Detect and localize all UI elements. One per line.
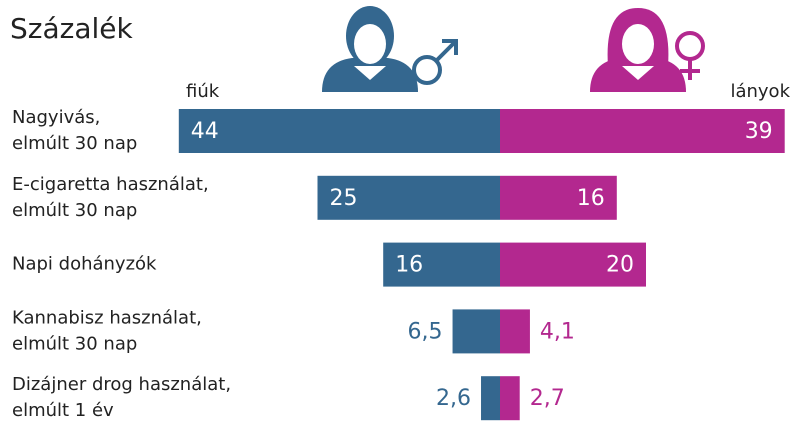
category-label: elmúlt 30 nap bbox=[12, 333, 137, 354]
bar bbox=[383, 242, 500, 287]
value-label: 6,5 bbox=[408, 319, 443, 344]
bar bbox=[500, 109, 785, 153]
category-label: Kannabisz használat, bbox=[12, 307, 202, 328]
bar bbox=[481, 376, 500, 421]
female-icon bbox=[590, 8, 686, 92]
female-symbol bbox=[675, 31, 705, 80]
bar bbox=[500, 175, 617, 220]
legend-left: fiúk bbox=[186, 81, 220, 102]
chart-title: Százalék bbox=[10, 12, 133, 45]
value-label: 4,1 bbox=[540, 319, 575, 344]
value-label: 16 bbox=[577, 186, 605, 211]
value-label: 2,6 bbox=[436, 386, 471, 411]
bar bbox=[500, 309, 530, 354]
category-label: Dizájner drog használat, bbox=[12, 374, 231, 395]
bar bbox=[178, 109, 501, 153]
category-label: E-cigaretta használat, bbox=[12, 174, 209, 195]
bar bbox=[500, 242, 646, 287]
bar bbox=[452, 309, 500, 354]
male-symbol bbox=[412, 39, 458, 85]
value-label: 16 bbox=[395, 253, 423, 278]
bar bbox=[500, 376, 520, 421]
value-label: 39 bbox=[745, 119, 773, 144]
legend-right: lányok bbox=[730, 81, 790, 102]
male-icon bbox=[322, 6, 418, 92]
value-label: 25 bbox=[330, 186, 358, 211]
bar bbox=[317, 175, 500, 220]
category-label: elmúlt 1 év bbox=[12, 400, 114, 421]
category-label: Nagyivás, bbox=[12, 107, 100, 128]
value-label: 2,7 bbox=[530, 386, 565, 411]
value-label: 44 bbox=[191, 119, 219, 144]
category-label: Napi dohányzók bbox=[12, 254, 157, 275]
category-label: elmúlt 30 nap bbox=[12, 133, 137, 154]
value-label: 20 bbox=[606, 253, 634, 278]
category-label: elmúlt 30 nap bbox=[12, 200, 137, 221]
